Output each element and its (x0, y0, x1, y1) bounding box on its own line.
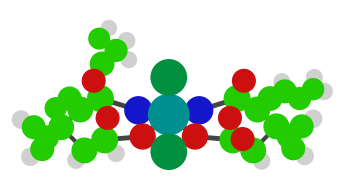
Point (44, 136, 49, 139)
Point (299, 125, 304, 128)
Point (82, 149, 87, 152)
Point (113, 152, 119, 155)
Point (255, 108, 260, 111)
Point (241, 79, 247, 82)
Point (39, 148, 45, 151)
Point (259, 160, 264, 163)
Point (267, 97, 273, 100)
Point (67, 97, 72, 100)
Point (99, 62, 105, 65)
Point (31, 126, 37, 129)
Point (192, 135, 198, 138)
Point (126, 58, 131, 61)
Point (302, 154, 307, 157)
Point (91, 79, 97, 82)
Point (234, 97, 240, 100)
Point (227, 116, 233, 119)
Point (286, 135, 292, 138)
Point (28, 155, 33, 158)
Point (166, 150, 172, 153)
Point (106, 26, 112, 29)
Point (98, 97, 103, 100)
Point (53, 107, 58, 110)
Point (197, 109, 202, 112)
Point (251, 149, 256, 152)
Point (282, 90, 288, 93)
Point (230, 138, 236, 141)
Point (97, 37, 102, 40)
Point (291, 147, 296, 150)
Point (113, 49, 119, 52)
Point (102, 138, 107, 141)
Point (274, 125, 279, 128)
Point (297, 97, 302, 100)
Point (58, 126, 64, 129)
Point (136, 109, 141, 112)
Point (18, 118, 24, 121)
Point (105, 116, 110, 119)
Point (279, 80, 285, 83)
Point (240, 138, 245, 141)
Point (321, 90, 327, 93)
Point (310, 117, 316, 120)
Point (312, 76, 317, 79)
Point (166, 113, 172, 116)
Point (166, 76, 172, 79)
Point (78, 108, 83, 111)
Point (73, 159, 79, 162)
Point (140, 135, 145, 138)
Point (310, 88, 316, 91)
Point (124, 39, 129, 42)
